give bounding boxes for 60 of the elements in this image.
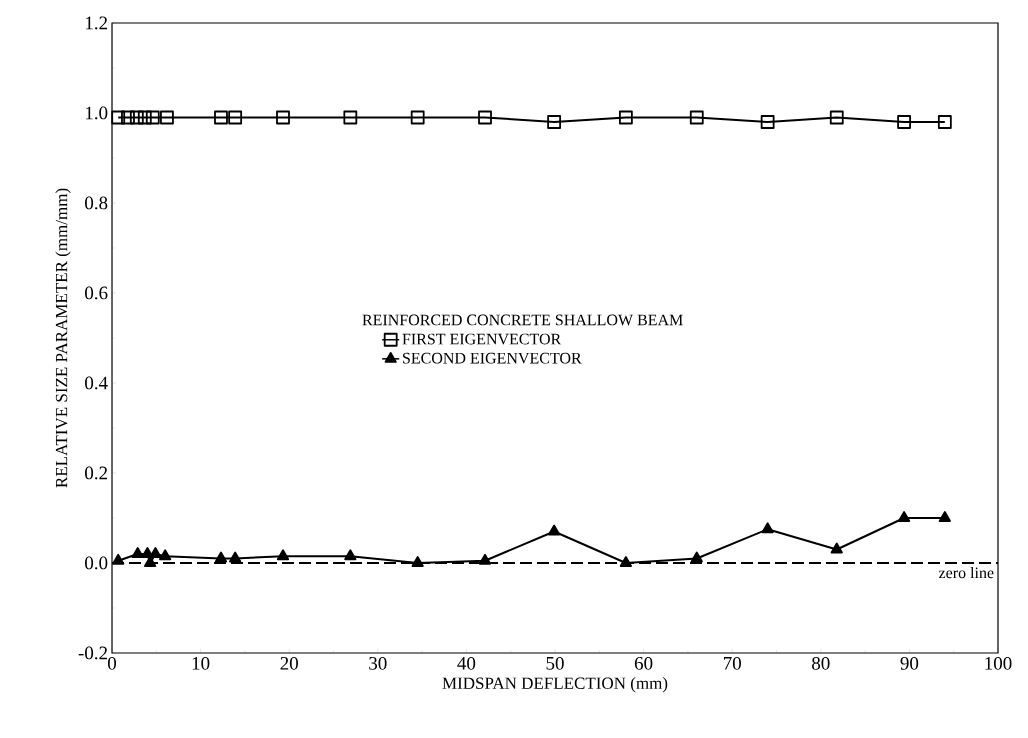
point bbox=[761, 522, 774, 534]
point bbox=[760, 115, 775, 129]
x-tick-label: 0 bbox=[107, 656, 117, 670]
y-tick-label: 1.2 bbox=[85, 16, 108, 30]
point bbox=[343, 110, 358, 125]
x-tick-label: 90 bbox=[900, 656, 919, 670]
x-tick-label: 20 bbox=[280, 656, 298, 670]
y-tick-label: 0.2 bbox=[85, 466, 108, 480]
point bbox=[160, 110, 174, 125]
point bbox=[897, 115, 911, 129]
point bbox=[937, 115, 952, 129]
y-tick-label: 0.6 bbox=[85, 286, 108, 300]
point bbox=[619, 556, 632, 567]
x-tick-label: 30 bbox=[369, 656, 387, 670]
x-tick-label: 100 bbox=[985, 656, 1012, 670]
point bbox=[690, 551, 703, 563]
point bbox=[276, 549, 290, 561]
x-tick-label: 10 bbox=[192, 656, 210, 670]
point bbox=[159, 549, 172, 561]
point bbox=[228, 110, 243, 125]
point bbox=[830, 542, 843, 554]
legend-title: REINFORCED CONCRETE SHALLOW BEAM bbox=[362, 314, 683, 326]
legend-label: FIRST EIGENVECTOR bbox=[402, 333, 562, 345]
point bbox=[145, 110, 160, 125]
point bbox=[276, 110, 290, 125]
x-axis-title: MIDSPAN DEFLECTION (mm) bbox=[442, 677, 668, 693]
point bbox=[214, 551, 228, 563]
point bbox=[214, 110, 228, 125]
point bbox=[137, 110, 152, 125]
x-tick-label: 70 bbox=[723, 656, 741, 670]
x-tick-label: 50 bbox=[546, 656, 564, 670]
y-tick-label: 0.8 bbox=[85, 196, 108, 210]
y-axis-title: RELATIVE SIZE PARAMETER (mm/mm) bbox=[55, 188, 71, 488]
point bbox=[131, 547, 144, 558]
y-tick-label: 0.4 bbox=[85, 376, 108, 390]
legend-label: SECOND EIGENVECTOR bbox=[403, 352, 582, 364]
point bbox=[689, 110, 704, 125]
point bbox=[618, 110, 633, 125]
x-tick-label: 60 bbox=[634, 656, 653, 670]
point bbox=[129, 110, 144, 125]
point bbox=[411, 556, 424, 567]
point bbox=[410, 110, 425, 125]
point bbox=[478, 553, 492, 565]
point bbox=[344, 549, 357, 561]
point bbox=[112, 553, 125, 565]
x-tick-label: 40 bbox=[457, 656, 476, 670]
y-tick-label: 1.0 bbox=[85, 106, 108, 120]
x-tick-label: 80 bbox=[812, 656, 830, 670]
point bbox=[547, 115, 562, 129]
ref-line-label: zero line bbox=[938, 566, 994, 579]
point bbox=[478, 110, 492, 125]
point bbox=[121, 110, 135, 125]
point bbox=[829, 110, 844, 125]
point bbox=[111, 110, 126, 125]
point bbox=[938, 511, 951, 522]
point bbox=[897, 511, 911, 522]
y-tick-label: 0.0 bbox=[85, 556, 108, 570]
point bbox=[229, 551, 242, 563]
y-tick-label: -0.2 bbox=[78, 646, 108, 660]
point bbox=[548, 524, 561, 536]
